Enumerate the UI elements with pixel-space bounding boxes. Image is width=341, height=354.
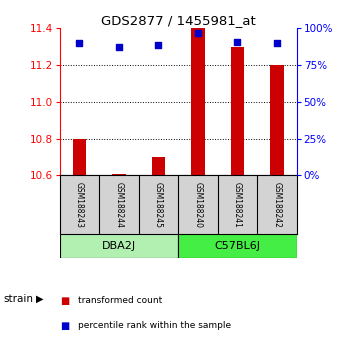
Text: GSM188244: GSM188244 — [115, 182, 123, 228]
Text: strain: strain — [3, 294, 33, 304]
Text: DBA2J: DBA2J — [102, 241, 136, 251]
Bar — [112, 174, 126, 176]
Bar — [178, 234, 297, 258]
Point — [274, 40, 280, 46]
Text: ▶: ▶ — [36, 294, 43, 304]
Text: GSM188240: GSM188240 — [193, 182, 203, 228]
Text: ■: ■ — [60, 321, 69, 331]
Text: transformed count: transformed count — [78, 296, 163, 306]
Text: GSM188243: GSM188243 — [75, 182, 84, 228]
Point — [235, 39, 240, 44]
Bar — [191, 28, 205, 176]
Bar — [151, 157, 165, 176]
Title: GDS2877 / 1455981_at: GDS2877 / 1455981_at — [101, 14, 255, 27]
Point — [77, 40, 82, 46]
Bar — [60, 234, 178, 258]
Point — [116, 45, 122, 50]
Bar — [231, 47, 244, 176]
Text: C57BL6J: C57BL6J — [214, 241, 261, 251]
Point — [195, 30, 201, 35]
Text: GSM188242: GSM188242 — [272, 182, 281, 228]
Bar — [73, 139, 86, 176]
Text: GSM188241: GSM188241 — [233, 182, 242, 228]
Text: percentile rank within the sample: percentile rank within the sample — [78, 321, 232, 330]
Point — [156, 42, 161, 47]
Bar — [270, 65, 284, 176]
Text: GSM188245: GSM188245 — [154, 182, 163, 228]
Text: ■: ■ — [60, 296, 69, 306]
